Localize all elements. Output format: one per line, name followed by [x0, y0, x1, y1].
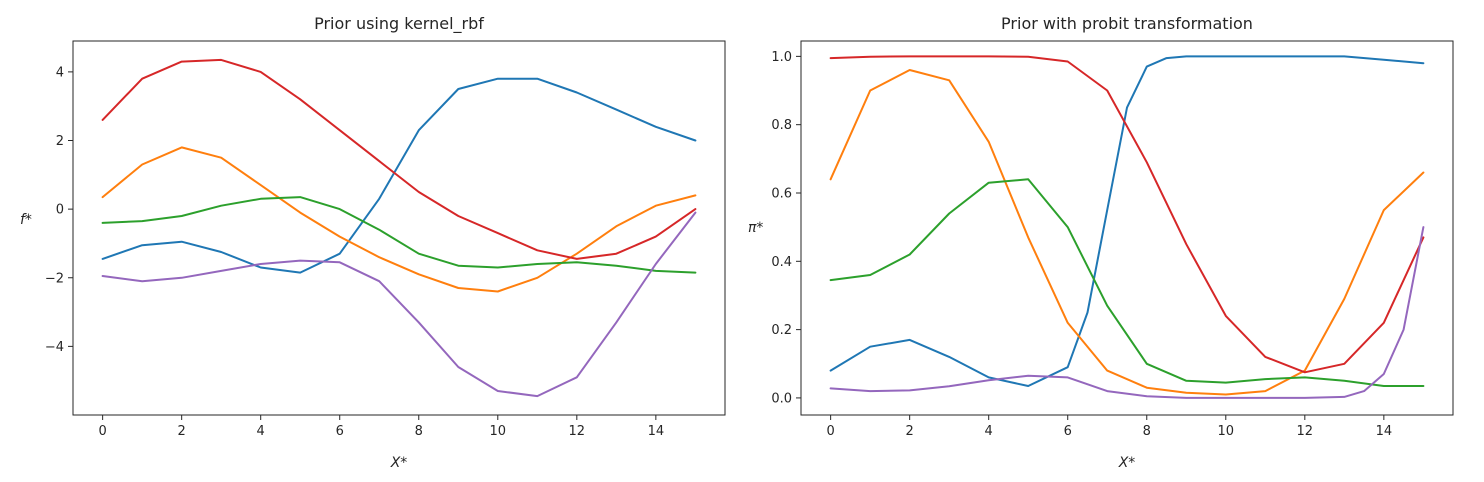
x-tick-label: 8 [415, 424, 423, 439]
y-tick-label: 1.0 [771, 50, 792, 65]
y-tick-label: −4 [45, 340, 64, 355]
y-tick-label: 0.4 [771, 255, 792, 270]
y-axis-label: π* [748, 220, 763, 236]
series-line-5 [829, 226, 1425, 399]
x-tick-label: 10 [490, 424, 507, 439]
x-tick-label: 6 [1064, 424, 1072, 439]
x-tick-label: 10 [1218, 424, 1235, 439]
chart-title: Prior using kernel_rbf [314, 14, 484, 34]
series-line-5 [101, 211, 697, 398]
plot-frame [72, 40, 726, 416]
x-tick-label: 4 [985, 424, 993, 439]
x-axis-label: X* [1118, 455, 1136, 471]
y-tick-label: 0.8 [771, 118, 792, 133]
x-tick-label: 6 [336, 424, 344, 439]
chart-panel-2: Prior with probit transformation 0 2 4 6 8 10 1… [748, 14, 1454, 471]
x-tick-label: 2 [178, 424, 186, 439]
y-tick-label: 0.2 [771, 323, 792, 338]
series-line-1 [101, 77, 697, 274]
x-tick-label: 14 [648, 424, 665, 439]
x-tick-label: 0 [98, 424, 106, 439]
x-axis-label: X* [390, 455, 408, 471]
chart-panel-1: Prior using kernel_rbf 0 2 4 6 8 10 12 14 −4 −2 0 2 4… [20, 14, 726, 471]
y-tick-label: −2 [45, 271, 64, 286]
y-tick-label: 0 [56, 203, 64, 218]
y-tick-label: 4 [56, 65, 64, 80]
x-tick-label: 0 [826, 424, 834, 439]
y-tick-label: 2 [56, 134, 64, 149]
x-tick-label: 12 [1297, 424, 1314, 439]
series-line-2 [101, 146, 697, 293]
series-line-1 [829, 55, 1425, 387]
x-tick-label: 14 [1376, 424, 1393, 439]
y-tick-label: 0.0 [771, 391, 792, 406]
x-tick-label: 2 [906, 424, 914, 439]
series-line-2 [829, 69, 1425, 396]
x-tick-label: 12 [569, 424, 586, 439]
plot-frame [800, 40, 1454, 416]
y-axis-label: f* [20, 212, 32, 228]
chart-title: Prior with probit transformation [1001, 14, 1253, 33]
y-tick-label: 0.6 [771, 186, 792, 201]
series-line-3 [829, 178, 1425, 387]
x-tick-label: 4 [257, 424, 265, 439]
series-line-3 [101, 196, 697, 274]
series-line-4 [101, 58, 697, 260]
series-line-4 [829, 55, 1425, 374]
x-tick-label: 8 [1143, 424, 1151, 439]
